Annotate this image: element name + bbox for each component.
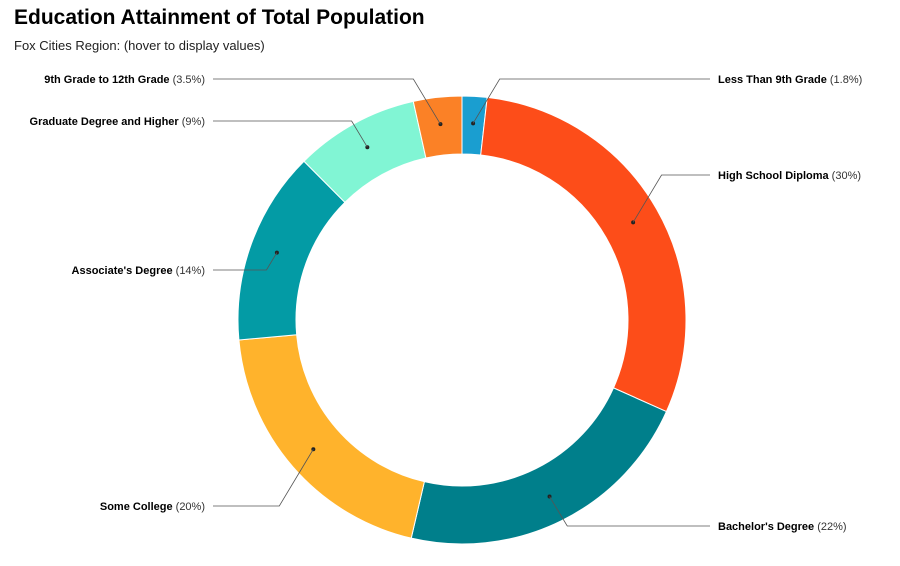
slice-label-less-than-9th-grade: Less Than 9th Grade (1.8%) [718,74,862,86]
slice-label-name: Less Than 9th Grade [718,74,830,86]
leader-line-graduate-degree-and-higher [213,120,368,148]
leader-lines [213,78,710,527]
leader-line-high-school-diploma [632,174,710,223]
leader-line-less-than-9th-grade [472,78,710,124]
slice-associate-s-degree[interactable] [237,160,346,341]
slice-label-name: Bachelor's Degree [718,521,817,533]
leader-line-bachelor-s-degree [549,496,710,527]
slice-labels: Less Than 9th Grade (1.8%) High School Di… [30,74,863,533]
slice-label-high-school-diploma: High School Diploma (30%) [718,170,861,182]
slice-label-bachelor-s-degree: Bachelor's Degree (22%) [718,521,847,533]
slice-label-name: Associate's Degree [72,265,176,277]
chart-title: Education Attainment of Total Population [14,6,425,29]
leader-line-9th-grade-to-12th-grade [213,78,441,125]
slice-label-value: (20%) [176,501,205,513]
slice-high-school-diploma[interactable] [480,96,687,413]
donut-slices [237,95,687,545]
slice-label-associate-s-degree: Associate's Degree (14%) [72,265,205,277]
slice-label-value: (30%) [832,170,861,182]
leader-line-some-college [213,449,314,507]
slice-label-name: High School Diploma [718,170,832,182]
slice-label-value: (22%) [817,521,846,533]
slice-label-value: (3.5%) [173,74,205,86]
slice-label-name: Some College [100,501,176,513]
slice-label-value: (1.8%) [830,74,862,86]
slice-label-value: (14%) [176,265,205,277]
slice-label-name: Graduate Degree and Higher [30,116,182,128]
slice-9th-grade-to-12th-grade[interactable] [412,95,463,159]
slice-label-some-college: Some College (20%) [100,501,205,513]
chart-subtitle: Fox Cities Region: (hover to display val… [14,38,265,53]
slice-label-9th-grade-to-12th-grade: 9th Grade to 12th Grade (3.5%) [44,74,205,86]
slice-some-college[interactable] [238,334,425,539]
slice-label-name: 9th Grade to 12th Grade [44,74,172,86]
slice-label-graduate-degree-and-higher: Graduate Degree and Higher (9%) [30,116,205,128]
slice-label-value: (9%) [182,116,205,128]
leader-line-associate-s-degree [213,252,278,271]
slice-bachelor-s-degree[interactable] [410,387,668,545]
